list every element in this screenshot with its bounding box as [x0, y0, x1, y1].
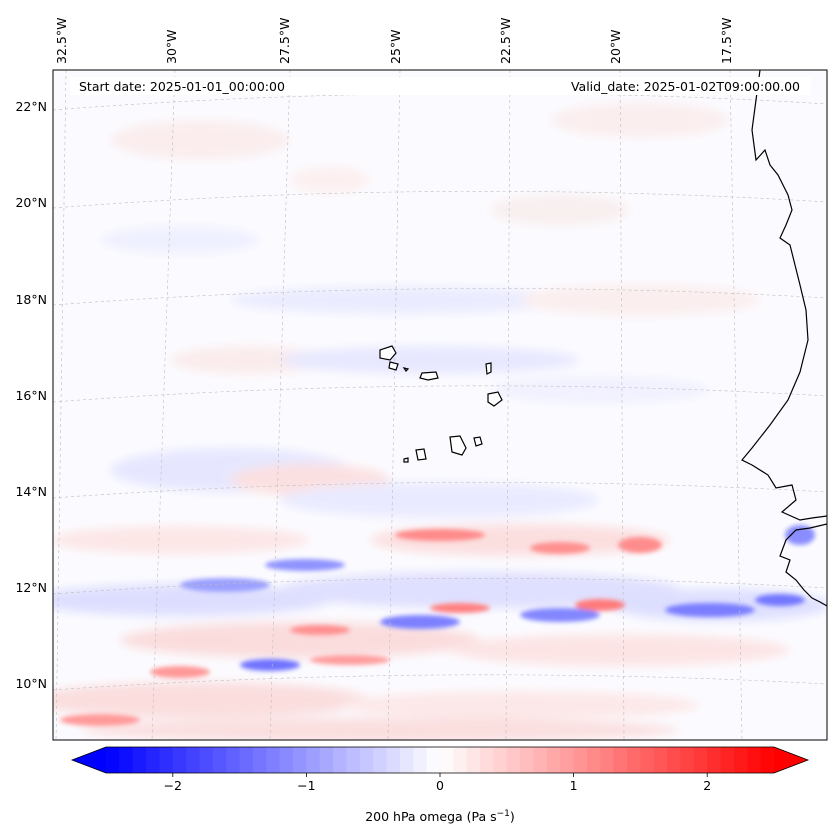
- colorbar-cell: [546, 747, 561, 773]
- cape-verde-islands: [379, 345, 503, 463]
- colorbar-cell: [493, 747, 508, 773]
- colorbar-cell: [279, 747, 294, 773]
- colorbar-cell: [226, 747, 241, 773]
- colorbar-cell: [373, 747, 388, 773]
- colorbar-cell: [359, 747, 374, 773]
- lon-label: 17.5°W: [719, 18, 734, 64]
- colorbar-cell: [413, 747, 428, 773]
- colorbar-cell: [172, 747, 187, 773]
- lat-label: 22°N: [15, 99, 47, 114]
- colorbar-cell: [306, 747, 321, 773]
- map-frame: [52, 69, 828, 741]
- colorbar-cell: [586, 747, 601, 773]
- colorbar-cells: [106, 747, 775, 773]
- colorbar-cell: [733, 747, 748, 773]
- start-date: Start date: 2025-01-01_00:00:00: [79, 79, 285, 94]
- lat-label: 18°N: [15, 292, 47, 307]
- colorbar-cell: [346, 747, 361, 773]
- colorbar-cell: [106, 747, 120, 773]
- colorbar-cell: [453, 747, 468, 773]
- lon-label: 25°W: [388, 29, 403, 64]
- colorbar-cell: [440, 747, 454, 773]
- colorbar-cell: [627, 747, 641, 773]
- colorbar-cell: [293, 747, 307, 773]
- colorbar-cell: [186, 747, 201, 773]
- lon-label: 22.5°W: [498, 18, 513, 64]
- lat-label: 16°N: [15, 388, 47, 403]
- colorbar-cell: [399, 747, 414, 773]
- colorbar-tick-label: −1: [297, 778, 315, 793]
- colorbar-tick-label: 0: [436, 778, 444, 793]
- colorbar-cell: [653, 747, 668, 773]
- colorbar-cell: [386, 747, 401, 773]
- colorbar-cell: [506, 747, 521, 773]
- colorbar-tick-label: 1: [570, 778, 578, 793]
- colorbar-cell: [613, 747, 628, 773]
- colorbar-cell: [573, 747, 588, 773]
- colorbar-cell: [466, 747, 481, 773]
- lat-label: 14°N: [15, 484, 47, 499]
- colorbar-cell: [480, 747, 495, 773]
- colorbar-cell: [533, 747, 548, 773]
- colorbar-cell: [252, 747, 267, 773]
- colorbar-cell: [760, 747, 775, 773]
- colorbar-cell: [560, 747, 575, 773]
- valid-date: Valid_date: 2025-01-02T09:00:00.00: [571, 79, 800, 94]
- lon-label: 27.5°W: [277, 18, 292, 64]
- colorbar-outline: [70, 746, 810, 774]
- colorbar-cell: [319, 747, 334, 773]
- colorbar-cell: [426, 747, 441, 773]
- lat-label: 10°N: [15, 676, 47, 691]
- colorbar-extend-low: [72, 747, 106, 773]
- colorbar-label: 200 hPa omega (Pa s−1): [365, 809, 515, 824]
- colorbar-tick-label: −2: [164, 778, 182, 793]
- lon-label: 32.5°W: [54, 18, 69, 64]
- colorbar-cell: [239, 747, 254, 773]
- colorbar-ticks: −2 −1 0 1 2: [164, 773, 711, 793]
- colorbar-cell: [159, 747, 174, 773]
- colorbar-cell: [199, 747, 214, 773]
- longitude-labels: 32.5°W 30°W 27.5°W 25°W 22.5°W 20°W 17.5…: [54, 18, 734, 64]
- colorbar-cell: [720, 747, 735, 773]
- lat-label: 12°N: [15, 580, 47, 595]
- colorbar-cell: [747, 747, 762, 773]
- graticule: [53, 70, 827, 740]
- coastline: [741, 70, 827, 607]
- colorbar-extend-high: [774, 747, 808, 773]
- colorbar-cell: [520, 747, 535, 773]
- colorbar-cell: [600, 747, 615, 773]
- colorbar-cell: [640, 747, 655, 773]
- colorbar-cell: [693, 747, 708, 773]
- lon-label: 20°W: [608, 29, 623, 64]
- colorbar-cell: [119, 747, 134, 773]
- lat-label: 20°N: [15, 195, 47, 210]
- colorbar-cell: [667, 747, 682, 773]
- colorbar-cell: [146, 747, 161, 773]
- colorbar-cell: [266, 747, 281, 773]
- header-box: [70, 77, 811, 95]
- omega-field: [53, 70, 827, 740]
- lon-label: 30°W: [164, 29, 179, 64]
- colorbar-cell: [680, 747, 695, 773]
- colorbar-tick-label: 2: [703, 778, 711, 793]
- colorbar: −2 −1 0 1 2 200 hPa omega (Pa s−1): [70, 746, 810, 824]
- colorbar-cell: [132, 747, 147, 773]
- colorbar-cell: [707, 747, 722, 773]
- colorbar-cell: [333, 747, 348, 773]
- latitude-labels: 22°N 20°N 18°N 16°N 14°N 12°N 10°N: [15, 99, 47, 691]
- colorbar-cell: [212, 747, 227, 773]
